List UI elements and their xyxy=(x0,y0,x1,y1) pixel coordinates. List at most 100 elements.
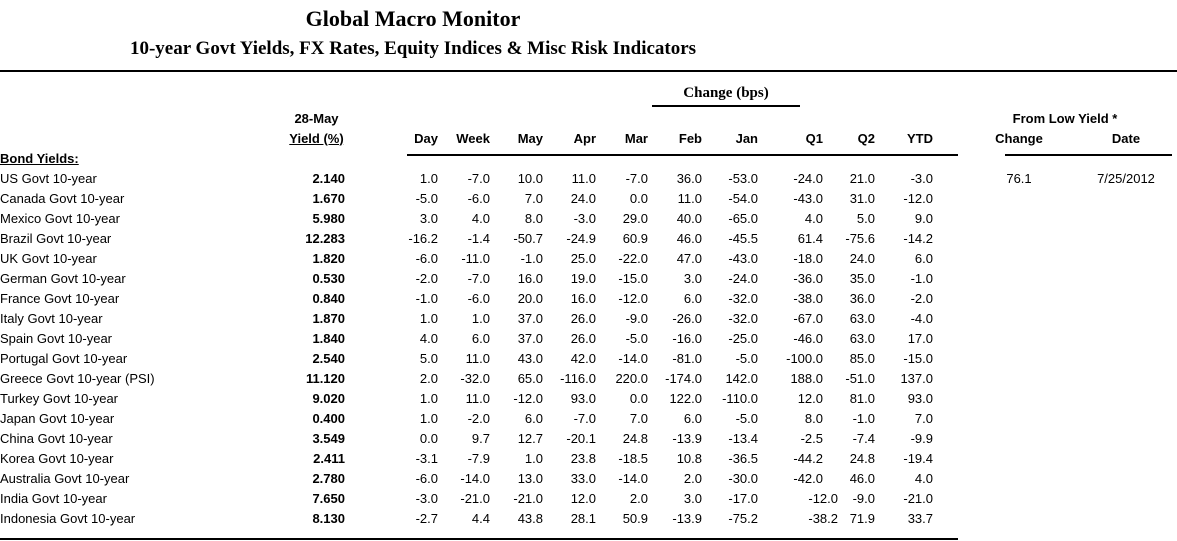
change-cell: 43.8 xyxy=(517,510,543,526)
change-bps-header: Change (bps) xyxy=(652,85,800,107)
change-cell: 26.0 xyxy=(570,310,596,326)
spacer-cell xyxy=(933,468,958,488)
change-cell: 17.0 xyxy=(907,330,933,346)
change-cell: 2.0 xyxy=(629,490,648,506)
change-cell: -116.0 xyxy=(560,370,596,386)
change-cell: 9.0 xyxy=(914,210,933,226)
change-cell: -32.0 xyxy=(728,310,758,326)
from-low-change-value xyxy=(958,268,1080,288)
from-low-change-value xyxy=(958,208,1080,228)
change-cell: -75.6 xyxy=(845,230,875,246)
change-cell: 47.0 xyxy=(676,250,702,266)
from-low-date-value xyxy=(1080,228,1172,248)
change-cell: -21.0 xyxy=(903,490,933,506)
change-cell: 1.0 xyxy=(419,390,438,406)
from-low-date-value xyxy=(1080,248,1172,268)
spacer-cell xyxy=(933,388,958,408)
row-label: Greece Govt 10-year (PSI) xyxy=(0,370,155,386)
spacer-cell xyxy=(933,488,958,508)
change-cell: -18.0 xyxy=(793,250,823,266)
change-cell: -43.0 xyxy=(728,250,758,266)
change-cell: -36.0 xyxy=(793,270,823,286)
col-header-feb: Feb xyxy=(678,130,702,146)
spacer-cell xyxy=(345,268,383,288)
change-cell: -2.0 xyxy=(415,270,438,286)
spacer-cell xyxy=(933,508,958,528)
from-low-change-value xyxy=(958,428,1080,448)
from-low-date-value: 7/25/2012 xyxy=(1097,170,1155,186)
from-low-date-value xyxy=(1080,388,1172,408)
change-cell: 16.0 xyxy=(517,270,543,286)
change-cell: -38.0 xyxy=(793,290,823,306)
change-cell: -13.9 xyxy=(672,430,702,446)
table-row: UK Govt 10-year 1.820 -6.0 -11.0 -1.0 25.0 -22… xyxy=(0,248,1172,268)
spacer-cell xyxy=(933,288,958,308)
col-header-mar: Mar xyxy=(624,130,648,146)
from-low-date-value xyxy=(1080,408,1172,428)
yield-value: 5.980 xyxy=(312,210,345,226)
row-label: Australia Govt 10-year xyxy=(0,470,130,486)
yield-value: 9.020 xyxy=(312,390,345,406)
from-low-date-value xyxy=(1080,508,1172,528)
yield-value: 2.540 xyxy=(312,350,345,366)
change-cell: -9.9 xyxy=(910,430,933,446)
section-row: Bond Yields: xyxy=(0,148,1172,168)
row-label: Korea Govt 10-year xyxy=(0,450,114,466)
change-cell: -42.0 xyxy=(793,470,823,486)
table-row: Brazil Govt 10-year 12.283 -16.2 -1.4 -50.7 -… xyxy=(0,228,1172,248)
change-cell: 6.0 xyxy=(683,410,702,426)
change-cell: -21.0 xyxy=(513,490,543,506)
change-cell: 20.0 xyxy=(517,290,543,306)
from-low-date-value xyxy=(1080,188,1172,208)
from-low-change-value xyxy=(958,388,1080,408)
change-cell: 43.0 xyxy=(517,350,543,366)
from-low-date-value xyxy=(1080,468,1172,488)
change-cell: -7.0 xyxy=(467,270,490,286)
change-cell: 11.0 xyxy=(465,390,490,406)
change-cell: -46.0 xyxy=(793,330,823,346)
row-label: Brazil Govt 10-year xyxy=(0,230,112,246)
change-cell: -25.0 xyxy=(728,330,758,346)
col-header-may: May xyxy=(517,130,543,146)
change-cell: -6.0 xyxy=(467,290,490,306)
change-cell: -2.7 xyxy=(415,510,438,526)
change-cell: -14.2 xyxy=(903,230,933,246)
change-cell: 33.0 xyxy=(570,470,596,486)
change-cell: 26.0 xyxy=(570,330,596,346)
yield-value: 0.400 xyxy=(312,410,345,426)
table-row: Korea Govt 10-year 2.411 -3.1 -7.9 1.0 23.8 -1… xyxy=(0,448,1172,468)
change-cell: 8.0 xyxy=(524,210,543,226)
table-row: German Govt 10-year 0.530 -2.0 -7.0 16.0 19.0… xyxy=(0,268,1172,288)
row-label: Portugal Govt 10-year xyxy=(0,350,128,366)
change-cell: -1.0 xyxy=(910,270,933,286)
change-cell: 3.0 xyxy=(683,270,702,286)
spacer-cell xyxy=(345,208,383,228)
from-low-date-value xyxy=(1080,288,1172,308)
spacer-cell xyxy=(933,428,958,448)
change-cell: -19.4 xyxy=(903,450,933,466)
change-cell: 40.0 xyxy=(676,210,702,226)
change-cell: -11.0 xyxy=(461,250,490,266)
table-row: China Govt 10-year 3.549 0.0 9.7 12.7 -20.1 24… xyxy=(0,428,1172,448)
change-cell: 8.0 xyxy=(804,410,823,426)
table-row: Italy Govt 10-year 1.870 1.0 1.0 37.0 26.0 -9.… xyxy=(0,308,1172,328)
header-divider xyxy=(0,70,1177,72)
spacer-cell xyxy=(933,408,958,428)
change-cell: 7.0 xyxy=(524,190,543,206)
yield-value: 12.283 xyxy=(305,230,345,246)
change-cell: 31.0 xyxy=(849,190,875,206)
change-cell: -38.2 xyxy=(808,510,838,526)
macro-table: 28-May From Low Yield * Yield (%) Day We… xyxy=(0,108,1172,528)
change-cell: 6.0 xyxy=(471,330,490,346)
yield-value: 2.140 xyxy=(312,170,345,186)
change-cell: 21.0 xyxy=(849,170,875,186)
fromlow-columns-underline xyxy=(1005,154,1172,156)
table-row: India Govt 10-year 7.650 -3.0 -21.0 -21.0 12.… xyxy=(0,488,1172,508)
from-low-date-value xyxy=(1080,308,1172,328)
change-cell: 9.7 xyxy=(471,430,490,446)
yield-value: 2.411 xyxy=(313,450,345,466)
change-cell: -24.0 xyxy=(793,170,823,186)
row-label: Italy Govt 10-year xyxy=(0,310,103,326)
change-cell: -32.0 xyxy=(728,290,758,306)
